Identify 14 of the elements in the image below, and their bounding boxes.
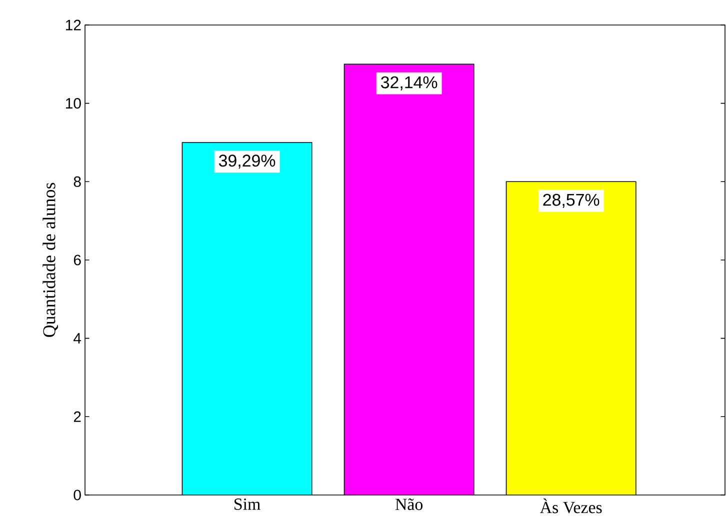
x-tick-label: Às Vezes <box>540 498 602 514</box>
y-tick-label: 2 <box>74 411 81 422</box>
y-axis-title: Quantidade de alunos <box>42 182 58 337</box>
annotation: 28,57% <box>543 194 600 208</box>
y-tick-label: 4 <box>74 333 82 344</box>
x-tick-label: Sim <box>234 498 260 510</box>
x-tick-label: Não <box>395 498 423 510</box>
y-tick-label: 10 <box>66 98 81 109</box>
y-tick-label: 8 <box>74 176 81 187</box>
annotation: 32,14% <box>380 76 438 90</box>
y-tick-label: 6 <box>74 254 81 266</box>
y-tick-label: 12 <box>66 20 81 30</box>
y-tick-label: 0 <box>74 490 81 500</box>
annotation: 39,29% <box>218 154 276 169</box>
